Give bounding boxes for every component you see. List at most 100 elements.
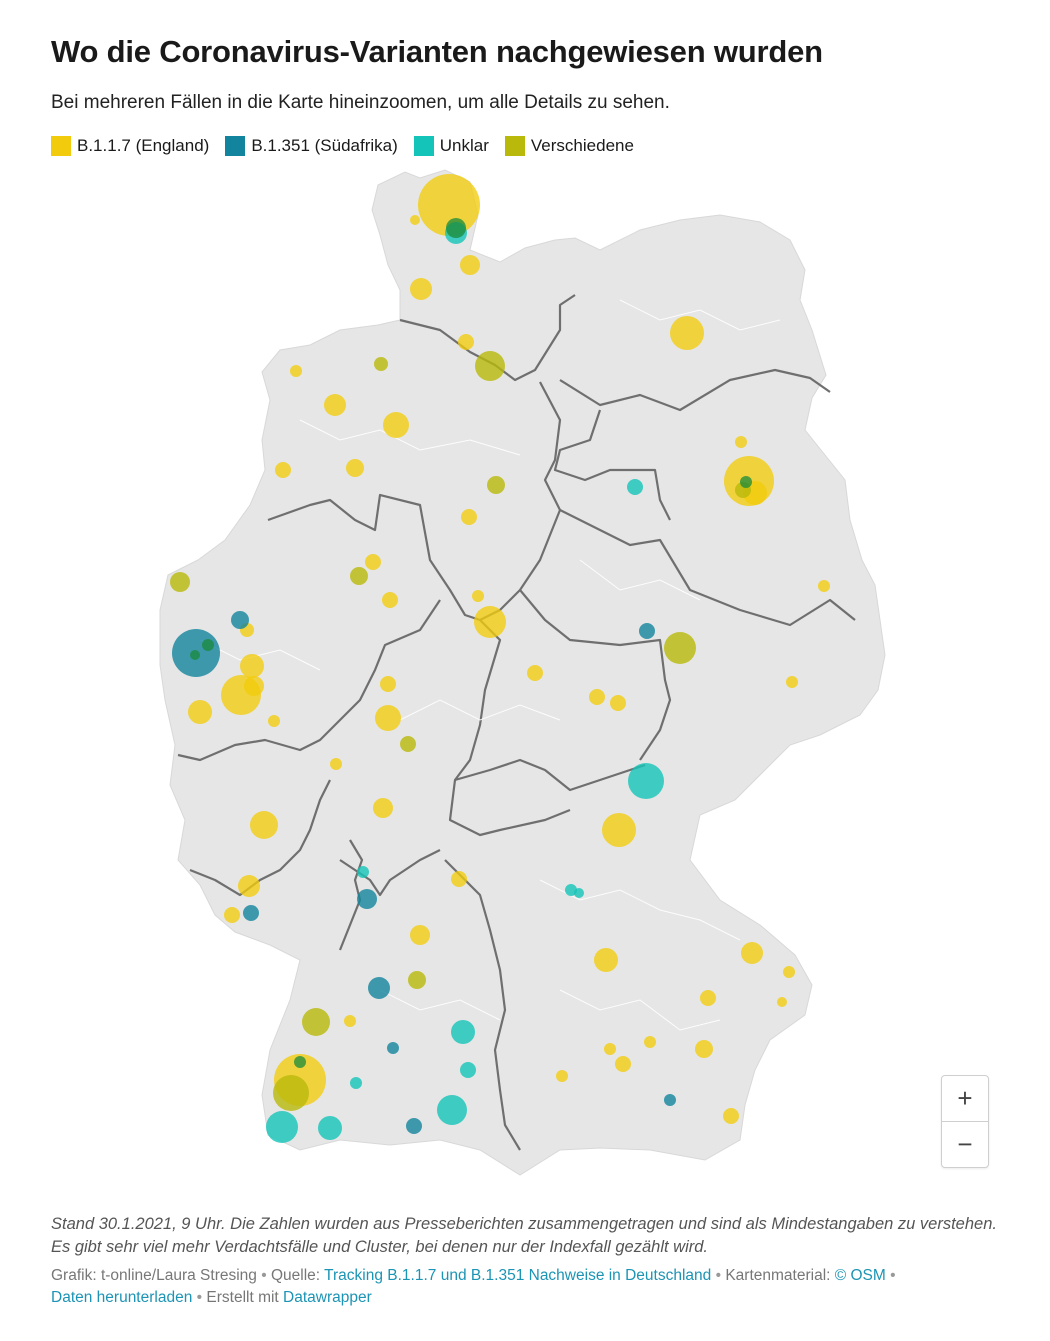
case-marker[interactable] [664, 1094, 676, 1106]
case-marker[interactable] [602, 813, 636, 847]
case-marker[interactable] [368, 977, 390, 999]
zoom-in-button[interactable]: + [957, 1083, 973, 1113]
case-marker[interactable] [224, 907, 240, 923]
case-marker[interactable] [324, 394, 346, 416]
case-marker[interactable] [243, 905, 259, 921]
case-marker[interactable] [723, 1108, 739, 1124]
case-marker[interactable] [735, 436, 747, 448]
case-marker[interactable] [290, 365, 302, 377]
case-marker[interactable] [275, 462, 291, 478]
case-marker[interactable] [330, 758, 342, 770]
case-marker[interactable] [190, 650, 200, 660]
case-marker[interactable] [373, 798, 393, 818]
case-marker[interactable] [460, 1062, 476, 1078]
germany-map[interactable] [150, 165, 910, 1185]
case-marker[interactable] [628, 763, 664, 799]
case-marker[interactable] [589, 689, 605, 705]
case-marker[interactable] [604, 1043, 616, 1055]
legend-item-b1351: B.1.351 (Südafrika) [225, 136, 398, 156]
case-marker[interactable] [250, 811, 278, 839]
border-th-sn [519, 589, 672, 761]
legend-swatch-verschiedene [504, 136, 525, 156]
case-marker[interactable] [244, 676, 264, 696]
case-marker[interactable] [474, 606, 506, 638]
case-marker[interactable] [365, 554, 381, 570]
case-marker[interactable] [437, 1095, 467, 1125]
case-marker[interactable] [818, 580, 830, 592]
case-marker[interactable] [695, 1040, 713, 1058]
source-link[interactable]: Tracking B.1.1.7 und B.1.351 Nachweise i… [324, 1267, 712, 1284]
case-marker[interactable] [406, 1118, 422, 1134]
footer-grafik: Grafik: t-online/Laura Stresing [51, 1267, 257, 1284]
case-marker[interactable] [527, 665, 543, 681]
case-marker[interactable] [458, 334, 474, 350]
footer-erstellt-label: Erstellt mit [206, 1289, 279, 1306]
case-marker[interactable] [273, 1075, 309, 1111]
case-marker[interactable] [664, 632, 696, 664]
case-marker[interactable] [594, 948, 618, 972]
case-marker[interactable] [410, 278, 432, 300]
case-marker[interactable] [487, 476, 505, 494]
case-marker[interactable] [556, 1070, 568, 1082]
case-marker[interactable] [783, 966, 795, 978]
case-marker[interactable] [374, 357, 388, 371]
case-marker[interactable] [627, 479, 643, 495]
case-marker[interactable] [202, 639, 214, 651]
case-marker[interactable] [446, 218, 466, 238]
footer-separator: • [261, 1267, 267, 1284]
case-marker[interactable] [451, 1020, 475, 1044]
case-marker[interactable] [350, 567, 368, 585]
case-marker[interactable] [294, 1056, 306, 1068]
case-marker[interactable] [302, 1008, 330, 1036]
case-marker[interactable] [238, 875, 260, 897]
case-marker[interactable] [451, 871, 467, 887]
border-st-sn [559, 509, 856, 627]
case-marker[interactable] [475, 351, 505, 381]
datawrapper-link[interactable]: Datawrapper [283, 1289, 372, 1306]
case-marker[interactable] [357, 866, 369, 878]
district-line [199, 639, 321, 671]
case-marker[interactable] [240, 654, 264, 678]
case-marker[interactable] [387, 1042, 399, 1054]
case-marker[interactable] [344, 1015, 356, 1027]
case-marker[interactable] [375, 705, 401, 731]
case-marker[interactable] [383, 412, 409, 438]
case-marker[interactable] [357, 889, 377, 909]
case-marker[interactable] [410, 925, 430, 945]
case-marker[interactable] [610, 695, 626, 711]
case-marker[interactable] [777, 997, 787, 1007]
border-nrw-he [177, 599, 441, 762]
osm-link[interactable]: © OSM [834, 1267, 886, 1284]
case-marker[interactable] [472, 590, 484, 602]
case-marker[interactable] [418, 174, 480, 236]
case-marker[interactable] [461, 509, 477, 525]
case-marker[interactable] [639, 623, 655, 639]
case-marker[interactable] [460, 255, 480, 275]
case-marker[interactable] [318, 1116, 342, 1140]
case-marker[interactable] [266, 1111, 298, 1143]
case-marker[interactable] [408, 971, 426, 989]
border-mv-bb [559, 368, 831, 412]
district-line [559, 989, 721, 1031]
download-data-link[interactable]: Daten herunterladen [51, 1289, 193, 1306]
case-marker[interactable] [400, 736, 416, 752]
case-marker[interactable] [410, 215, 420, 225]
case-marker[interactable] [170, 572, 190, 592]
case-marker[interactable] [188, 700, 212, 724]
case-marker[interactable] [346, 459, 364, 477]
case-marker[interactable] [741, 942, 763, 964]
case-marker[interactable] [382, 592, 398, 608]
case-marker[interactable] [786, 676, 798, 688]
case-marker[interactable] [231, 611, 249, 629]
case-marker[interactable] [268, 715, 280, 727]
case-marker[interactable] [700, 990, 716, 1006]
case-marker[interactable] [740, 476, 752, 488]
case-marker[interactable] [670, 316, 704, 350]
case-marker[interactable] [350, 1077, 362, 1089]
case-marker[interactable] [644, 1036, 656, 1048]
zoom-out-button[interactable]: − [942, 1121, 988, 1167]
case-marker[interactable] [574, 888, 584, 898]
border-nrw-ni [267, 493, 481, 622]
case-marker[interactable] [380, 676, 396, 692]
case-marker[interactable] [615, 1056, 631, 1072]
